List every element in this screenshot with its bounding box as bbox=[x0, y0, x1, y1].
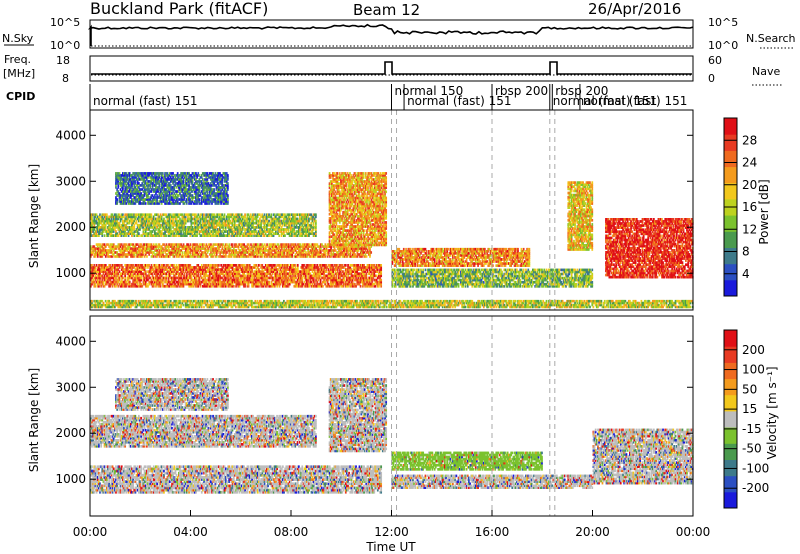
heatmap-cell bbox=[145, 270, 147, 273]
summary-plot: Buckland Park (fitACF) Beam 12 26/Apr/20… bbox=[0, 0, 800, 554]
freq-tick-low: 8 bbox=[62, 72, 69, 85]
heatmap-cell bbox=[218, 264, 220, 267]
nsky-tick-high: 10^5 bbox=[50, 16, 80, 29]
beam-label: Beam 12 bbox=[353, 1, 420, 19]
nsky-strip: N.Sky 10^5 10^0 10^5 10^0 N.Search bbox=[2, 16, 796, 52]
nsearch-tick-high: 10^5 bbox=[708, 16, 738, 29]
heatmap-cell bbox=[129, 281, 131, 284]
cpid-segment-label: normal (fast) 151 bbox=[583, 94, 687, 108]
heatmap-cell bbox=[258, 264, 260, 267]
nsky-label: N.Sky bbox=[2, 32, 34, 45]
heatmap-cell bbox=[233, 285, 235, 288]
nave-label: Nave bbox=[752, 65, 780, 78]
freq-tick-high: 18 bbox=[56, 54, 70, 67]
nsearch-label: N.Search bbox=[746, 32, 796, 45]
nsky-trace bbox=[90, 25, 693, 46]
nave-tick-low: 0 bbox=[708, 72, 715, 85]
nsky-tick-low: 10^0 bbox=[50, 39, 80, 52]
date-label: 26/Apr/2016 bbox=[588, 0, 681, 18]
freq-label: Freq. bbox=[4, 53, 31, 66]
site-title: Buckland Park (fitACF) bbox=[90, 0, 268, 18]
nsearch-tick-low: 10^0 bbox=[708, 39, 738, 52]
cpid-segment-label: rbsp 200 bbox=[495, 84, 548, 98]
nave-tick-high: 60 bbox=[708, 54, 722, 67]
heatmap-cell bbox=[122, 277, 124, 280]
freq-trace bbox=[91, 62, 692, 74]
freq-unit: [MHz] bbox=[3, 67, 35, 80]
freq-strip: Freq. [MHz] 18 8 60 0 Nave bbox=[3, 53, 783, 85]
cpid-segment-label: normal (fast) 151 bbox=[93, 94, 197, 108]
cpid-label: CPID bbox=[6, 90, 35, 103]
